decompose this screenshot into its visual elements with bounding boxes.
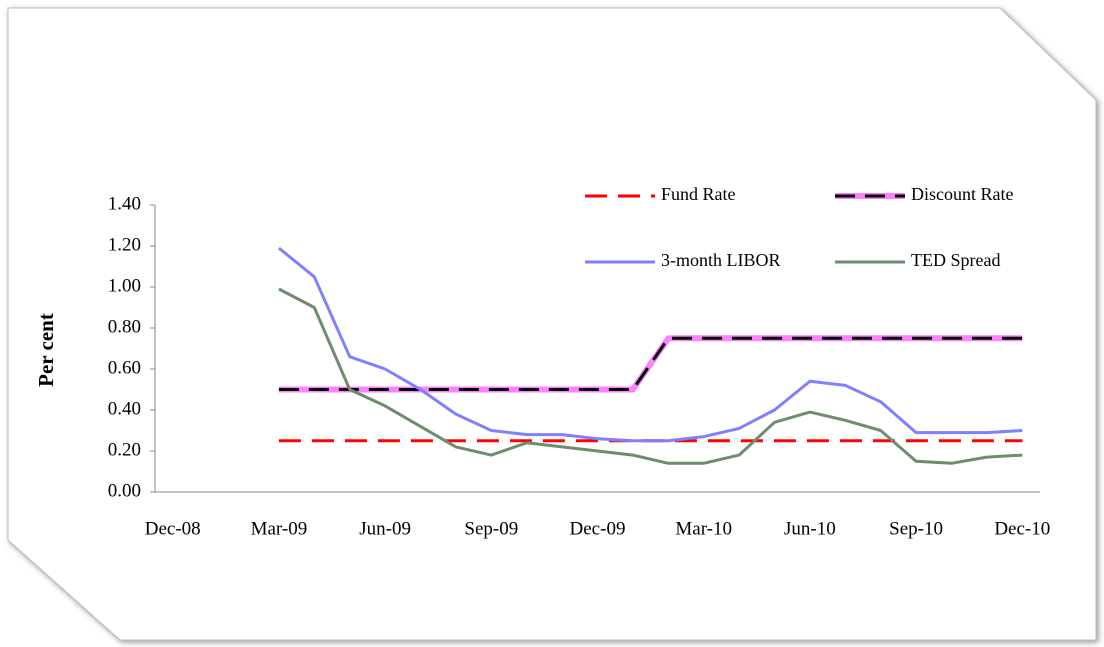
x-tick-label: Mar-10 bbox=[675, 518, 732, 539]
y-tick-label: 0.20 bbox=[108, 439, 141, 460]
y-tick-label: 0.60 bbox=[108, 357, 141, 378]
x-tick-label: Dec-08 bbox=[145, 518, 201, 539]
y-axis-label: Per cent bbox=[34, 313, 58, 387]
x-tick-label: Jun-10 bbox=[784, 518, 836, 539]
x-tick-label: Jun-09 bbox=[359, 518, 411, 539]
legend-label: Discount Rate bbox=[911, 184, 1013, 204]
y-tick-label: 1.40 bbox=[108, 193, 141, 214]
series-line bbox=[278, 287, 1023, 465]
legend-label: TED Spread bbox=[911, 250, 1000, 270]
x-tick-label: Dec-10 bbox=[994, 518, 1050, 539]
card-frame bbox=[7, 7, 1097, 641]
series-line bbox=[277, 246, 1023, 443]
x-tick-label: Mar-09 bbox=[251, 518, 308, 539]
series-line-dash bbox=[278, 336, 1023, 391]
y-tick-label: 0.80 bbox=[108, 316, 141, 337]
y-tick-label: 1.20 bbox=[108, 234, 141, 255]
y-tick-label: 1.00 bbox=[108, 275, 141, 296]
x-tick-label: Sep-10 bbox=[889, 518, 943, 539]
y-tick-label: 0.40 bbox=[108, 398, 141, 419]
legend-label: 3-month LIBOR bbox=[661, 250, 781, 270]
y-tick-label: 0.00 bbox=[108, 480, 141, 501]
legend-label: Fund Rate bbox=[661, 184, 736, 204]
x-tick-label: Sep-09 bbox=[464, 518, 518, 539]
x-tick-label: Dec-09 bbox=[570, 518, 626, 539]
